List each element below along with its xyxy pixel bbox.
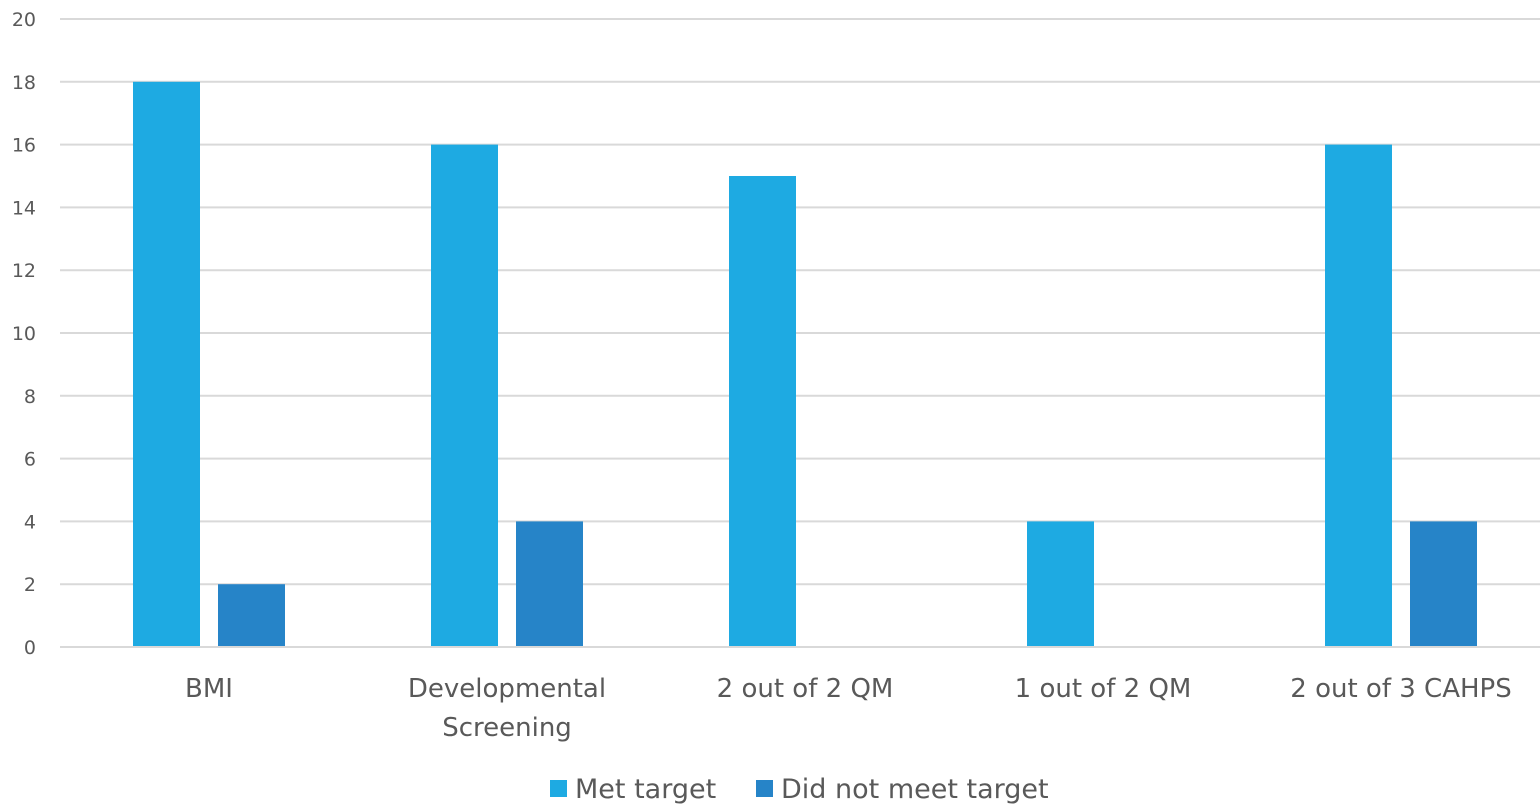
gridlines [60,19,1540,584]
legend-label: Did not meet target [781,774,1049,804]
y-tick-label: 8 [24,386,36,408]
bars [133,82,1477,647]
x-category-label: 2 out of 3 CAHPS [1290,674,1511,704]
y-tick-label: 4 [24,511,36,533]
bar-met-target [1325,145,1392,647]
legend: Met target Did not meet target [550,774,1049,804]
x-category-label: 2 out of 2 QM [717,674,894,704]
bar-did-not-meet-target [1410,521,1477,647]
legend-label: Met target [575,774,716,804]
bar-met-target [431,145,498,647]
x-category-label: Developmental [408,674,606,704]
bar-did-not-meet-target [218,584,285,647]
y-tick-label: 0 [24,637,36,659]
legend-swatch [756,780,773,797]
bar-met-target [133,82,200,647]
x-category-label: Screening [442,713,572,743]
bar-met-target [729,176,796,647]
y-tick-label: 12 [12,260,36,282]
y-tick-label: 16 [12,135,36,157]
y-tick-label: 18 [12,72,36,94]
x-category-label: BMI [185,674,233,704]
x-category-label: 1 out of 2 QM [1015,674,1192,704]
y-tick-label: 20 [12,9,36,31]
y-axis-ticks: 0 2 4 6 8 10 12 14 16 18 20 [12,9,36,659]
y-tick-label: 10 [12,323,36,345]
bar-met-target [1027,521,1094,647]
y-tick-label: 2 [24,574,36,596]
y-tick-label: 6 [24,449,36,471]
legend-swatch [550,780,567,797]
y-tick-label: 14 [12,197,36,219]
x-axis-category-labels: BMI Developmental Screening 2 out of 2 QM 1 … [185,674,1512,743]
bar-did-not-meet-target [516,521,583,647]
